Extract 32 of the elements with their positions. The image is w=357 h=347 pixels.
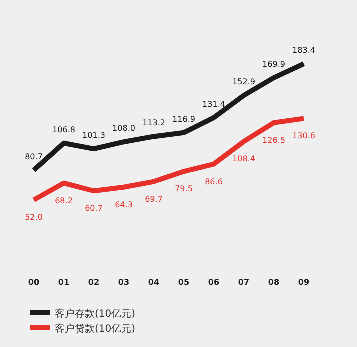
data-label: 131.4 xyxy=(202,100,226,109)
x-tick-label: 03 xyxy=(118,278,130,287)
data-label: 64.3 xyxy=(115,200,133,210)
data-label: 152.9 xyxy=(232,78,256,87)
x-tick-label: 09 xyxy=(298,278,310,287)
data-label: 183.4 xyxy=(292,46,316,55)
data-label: 80.7 xyxy=(25,152,43,162)
x-tick-label: 02 xyxy=(88,278,100,287)
data-label: 79.5 xyxy=(175,184,193,194)
data-label: 169.9 xyxy=(262,60,286,69)
data-label: 52.0 xyxy=(25,213,43,222)
data-label: 126.5 xyxy=(262,136,286,145)
x-tick-label: 06 xyxy=(208,278,220,287)
data-label: 108.0 xyxy=(112,124,136,134)
data-label: 116.9 xyxy=(172,114,196,124)
x-tick-label: 00 xyxy=(28,278,40,287)
x-tick-label: 07 xyxy=(238,278,250,287)
data-label: 113.2 xyxy=(142,118,166,128)
data-label: 60.7 xyxy=(85,204,103,214)
x-tick-label: 01 xyxy=(58,278,70,287)
legend-label: 客户存款(10亿元) xyxy=(55,308,136,320)
data-label: 108.4 xyxy=(232,154,256,164)
data-label: 101.3 xyxy=(82,131,106,140)
legend-label: 客户贷款(10亿元) xyxy=(55,323,136,335)
data-label: 130.6 xyxy=(292,132,316,141)
data-label: 106.8 xyxy=(52,125,76,134)
x-tick-label: 08 xyxy=(268,278,280,287)
x-tick-label: 04 xyxy=(148,278,160,287)
data-label: 68.2 xyxy=(55,196,73,206)
data-label: 86.6 xyxy=(205,177,223,186)
data-label: 69.7 xyxy=(145,194,163,204)
x-tick-label: 05 xyxy=(178,278,190,287)
